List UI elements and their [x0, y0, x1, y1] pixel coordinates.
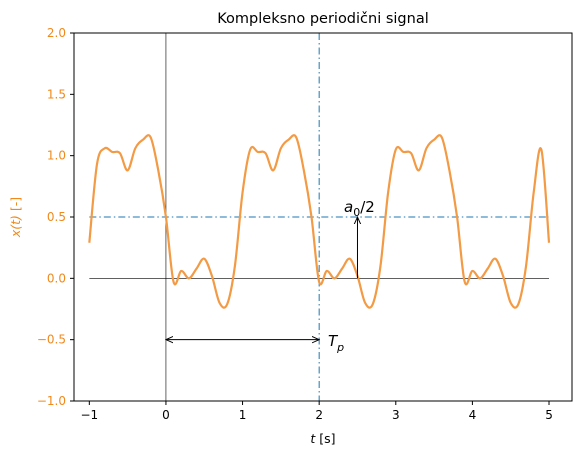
period-label: Tp — [328, 332, 344, 354]
x-tick-label: 3 — [392, 408, 400, 422]
mean-label-main: a — [344, 198, 353, 216]
y-tick-label: 1.5 — [47, 87, 66, 101]
y-axis: −1.0 −0.5 0.0 0.5 1.0 1.5 2.0 — [37, 26, 74, 408]
y-axis-label-unit: [-] — [8, 197, 23, 211]
x-axis-label: t [s] — [310, 431, 335, 446]
x-tick-label: 4 — [469, 408, 477, 422]
x-axis: −1 0 1 2 3 4 5 — [80, 401, 553, 422]
y-tick-label: 1.0 — [47, 149, 66, 163]
mean-label-rest: /2 — [360, 198, 375, 216]
x-axis-label-unit: [s] — [319, 431, 335, 446]
y-axis-label: x(t) [-] — [8, 197, 23, 238]
plot-area — [88, 33, 551, 401]
period-label-sub: p — [336, 341, 344, 354]
x-tick-label: 1 — [239, 408, 247, 422]
y-tick-label: −1.0 — [37, 394, 66, 408]
y-tick-label: 2.0 — [47, 26, 66, 40]
signal-line — [88, 134, 551, 309]
y-tick-label: −0.5 — [37, 333, 66, 347]
y-tick-label: 0.5 — [47, 210, 66, 224]
period-label-main: T — [328, 332, 339, 350]
x-tick-label: 0 — [162, 408, 170, 422]
mean-label-sub: 0 — [353, 206, 360, 219]
y-tick-label: 0.0 — [47, 271, 66, 285]
x-tick-label: 2 — [315, 408, 323, 422]
y-axis-label-var: x(t) — [8, 215, 23, 238]
x-tick-label: −1 — [80, 408, 98, 422]
x-axis-label-var: t — [310, 431, 316, 446]
x-tick-label: 5 — [545, 408, 553, 422]
chart-title: Kompleksno periodični signal — [217, 11, 428, 27]
mean-label: a0/2 — [344, 198, 375, 219]
